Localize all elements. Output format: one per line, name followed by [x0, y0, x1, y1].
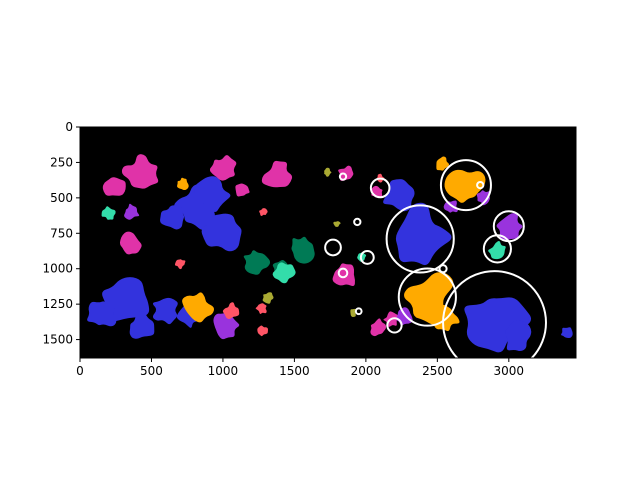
y-tick-label: 250: [50, 155, 73, 169]
y-tick-label: 1500: [42, 333, 73, 347]
x-tick-label: 1500: [279, 364, 310, 378]
segment-blob-magenta: [209, 155, 237, 181]
segment-blob-olive: [262, 292, 274, 304]
segment-blob-coral: [257, 325, 269, 337]
segment-blob-magenta: [102, 177, 126, 196]
highlight-circle: [397, 267, 457, 327]
segment-blob-green: [291, 236, 315, 264]
y-tick-label: 0: [65, 120, 73, 134]
segment-blob-purple: [124, 203, 140, 220]
highlight-circle: [369, 177, 391, 199]
highlight-circles: [324, 159, 547, 358]
segment-blob-blue: [395, 202, 452, 266]
highlight-circle: [359, 249, 375, 265]
highlight-circle: [442, 270, 547, 358]
y-tick-label: 750: [50, 226, 73, 240]
segment-blob-magenta: [235, 183, 250, 197]
segment-blob-mint: [272, 262, 296, 284]
y-tick-label: 1000: [42, 262, 73, 276]
segment-blob-coral: [222, 302, 240, 319]
segment-blob-orange: [436, 156, 450, 171]
segment-blob-blue: [160, 204, 185, 230]
segment-blob-magenta: [119, 231, 142, 255]
plot-frame: [79, 126, 577, 359]
segment-blob-orange: [444, 169, 486, 203]
highlight-circle: [438, 264, 448, 274]
x-tick-label: 1000: [208, 364, 239, 378]
segment-blob-blue: [194, 176, 231, 213]
segment-blob-olive: [333, 221, 341, 227]
segment-blob-purple: [476, 190, 491, 206]
segment-blob-coral: [259, 208, 268, 216]
x-tick-label: 0: [76, 364, 84, 378]
segment-blob-green: [243, 250, 271, 275]
segment-blob-magenta: [261, 160, 293, 188]
segment-blob-magenta: [121, 154, 159, 189]
segment-blob-orange: [177, 177, 189, 190]
segment-blob-magenta: [370, 318, 387, 337]
x-tick-label: 500: [140, 364, 163, 378]
highlight-circle: [324, 238, 342, 257]
segment-blob-blue: [561, 327, 573, 339]
highlight-circle: [385, 204, 455, 274]
highlight-circle: [386, 317, 403, 334]
segment-blob-blue: [87, 301, 117, 327]
highlight-circle: [338, 172, 348, 181]
segment-blob-blue: [152, 297, 178, 325]
segment-blob-purple: [496, 213, 523, 241]
segment-blob-blue: [505, 320, 532, 352]
segment-blob-coral: [174, 259, 186, 270]
x-tick-label: 2000: [351, 364, 382, 378]
segment-blob-olive: [324, 167, 332, 177]
x-tick-label: 3000: [494, 364, 525, 378]
segment-blob-purple: [443, 200, 458, 213]
highlight-circle: [439, 159, 492, 212]
segment-blob-magenta: [332, 263, 355, 287]
segment-blob-orange: [182, 292, 215, 323]
highlight-circle: [354, 307, 363, 316]
segment-blobs: [87, 154, 573, 353]
segment-blob-mint: [101, 206, 116, 220]
segment-blob-blue: [129, 311, 155, 339]
x-axis: 0 500 1000 1500 2000 2500 3000: [76, 358, 524, 378]
highlight-circle: [337, 267, 349, 279]
segment-blob-mint: [488, 240, 506, 260]
segment-blob-purple: [213, 311, 240, 340]
segment-blob-coral: [255, 303, 267, 314]
y-tick-label: 1250: [42, 297, 73, 311]
y-axis: 0 250 500 750 1000 1250 1500: [42, 120, 80, 347]
highlight-circle: [476, 180, 485, 190]
x-tick-label: 2500: [422, 364, 453, 378]
segment-blob-blue: [464, 297, 532, 353]
segment-blob-magenta: [338, 165, 354, 181]
y-tick-label: 500: [50, 191, 73, 205]
segment-blob-blue: [383, 179, 415, 212]
highlight-circle: [482, 234, 512, 264]
segment-blob-olive: [350, 308, 357, 317]
highlight-circle: [353, 217, 362, 227]
segment-blob-blue: [201, 213, 242, 252]
